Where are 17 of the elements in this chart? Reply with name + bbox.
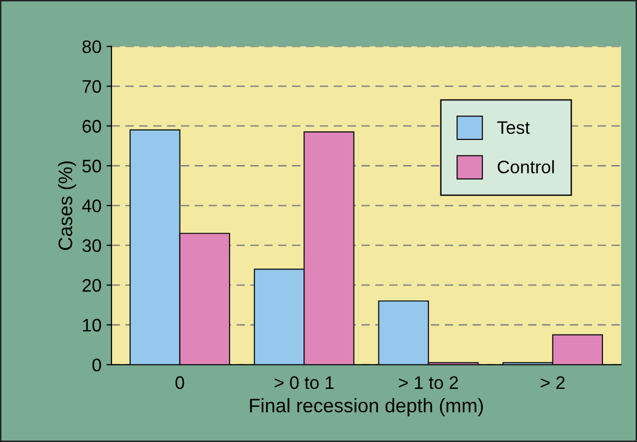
- y-tick-label: 30: [82, 239, 102, 252]
- legend-label: Test: [497, 121, 530, 134]
- x-tick-label: > 0 to 1: [274, 376, 334, 390]
- x-tick-label: 0: [176, 376, 184, 390]
- x-tick-label: > 2: [540, 376, 565, 389]
- y-tick-label: 20: [82, 279, 102, 292]
- y-tick-label: 0: [92, 358, 102, 372]
- y-tick-label: 50: [82, 160, 102, 172]
- x-tick-label: > 1 to 2: [398, 376, 458, 390]
- x-axis-title: Final recession depth (mm): [250, 398, 483, 416]
- y-axis-title: Cases (%): [58, 161, 76, 250]
- y-tick-label: 40: [82, 199, 102, 212]
- y-tick-label: 80: [82, 40, 102, 54]
- y-tick-label: 70: [82, 80, 102, 93]
- legend-label: Control: [498, 160, 554, 174]
- y-tick-label: 10: [83, 318, 102, 332]
- y-tick-label: 60: [82, 120, 102, 133]
